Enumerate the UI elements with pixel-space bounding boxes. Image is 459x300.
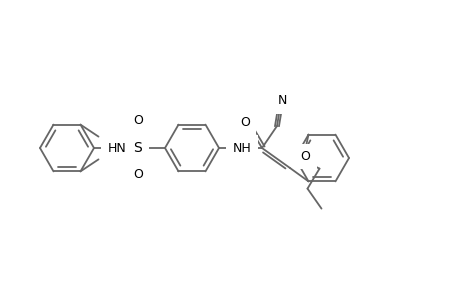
Text: HN: HN bbox=[107, 142, 126, 154]
Text: NH: NH bbox=[232, 142, 251, 154]
Text: S: S bbox=[133, 141, 142, 155]
Text: O: O bbox=[133, 115, 143, 128]
Text: O: O bbox=[300, 150, 310, 163]
Text: O: O bbox=[133, 169, 143, 182]
Text: O: O bbox=[240, 116, 249, 130]
Text: N: N bbox=[277, 94, 286, 107]
